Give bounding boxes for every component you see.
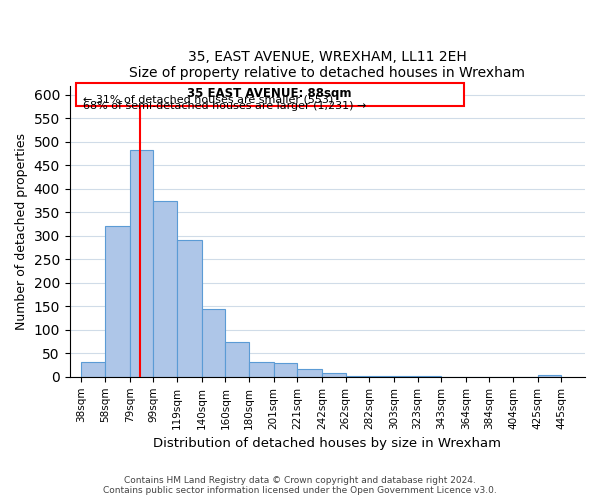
Bar [322, 373, 346, 377]
Bar [538, 376, 562, 377]
Bar [177, 240, 202, 377]
Bar [226, 342, 249, 377]
Title: 35, EAST AVENUE, WREXHAM, LL11 2EH
Size of property relative to detached houses : 35, EAST AVENUE, WREXHAM, LL11 2EH Size … [130, 50, 526, 80]
Text: 68% of semi-detached houses are larger (1,231) →: 68% of semi-detached houses are larger (… [83, 101, 366, 111]
Y-axis label: Number of detached properties: Number of detached properties [15, 132, 28, 330]
Bar [369, 376, 394, 377]
X-axis label: Distribution of detached houses by size in Wrexham: Distribution of detached houses by size … [154, 437, 502, 450]
Text: Contains HM Land Registry data © Crown copyright and database right 2024.
Contai: Contains HM Land Registry data © Crown c… [103, 476, 497, 495]
Bar [297, 369, 322, 377]
Bar [274, 363, 297, 377]
Bar [202, 308, 226, 377]
Text: 35 EAST AVENUE: 88sqm: 35 EAST AVENUE: 88sqm [187, 87, 352, 100]
FancyBboxPatch shape [76, 83, 464, 106]
Text: ← 31% of detached houses are smaller (553): ← 31% of detached houses are smaller (55… [83, 94, 333, 104]
Bar [249, 362, 274, 377]
Bar [130, 150, 154, 377]
Bar [154, 200, 177, 377]
Bar [105, 226, 130, 377]
Bar [82, 362, 105, 377]
Bar [346, 376, 369, 377]
